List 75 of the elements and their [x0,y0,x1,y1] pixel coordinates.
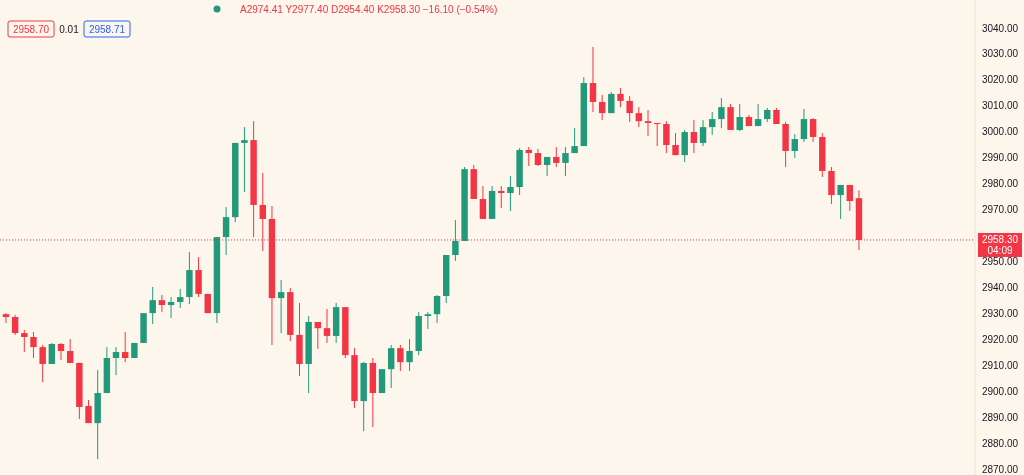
candlestick [718,97,725,129]
annotation: 2958.71 [88,23,126,35]
candlestick [112,346,120,376]
candlestick [314,321,322,350]
ref-line-label: 2958.30 [981,234,1019,246]
annotation: 2958.70 [12,23,50,35]
candlestick [241,126,248,193]
candlestick [222,206,230,256]
candlestick [387,344,395,389]
y-tick-label: 2910.00 [981,359,1019,371]
candlestick [571,127,578,154]
candlestick [846,184,854,212]
y-tick-label: 3020.00 [981,74,1019,86]
candlestick [452,219,459,262]
candlestick [709,111,716,136]
candlestick [177,288,184,309]
y-tick-label: 2950.00 [981,256,1019,267]
candlestick [48,342,56,365]
candlestick [479,185,487,220]
candlestick [507,175,514,212]
candlestick [837,184,844,220]
y-tick-label: 3030.00 [981,48,1019,60]
candlestick [626,95,633,123]
y-tick-label: 2900.00 [981,385,1019,397]
candlestick [424,311,432,330]
y-tick-label: 2940.00 [981,281,1019,293]
candlestick [11,314,19,336]
y-tick-label: 2980.00 [981,178,1019,190]
candlestick [2,312,10,324]
y-tick-label: 2990.00 [981,152,1019,164]
y-tick-label: 3010.00 [981,100,1019,112]
candlestick [791,133,798,159]
candlestick [681,129,688,163]
candlestick [121,331,129,363]
candlestick [690,119,698,154]
text: 04:09 [987,245,1013,257]
candlestick [195,256,202,298]
y-tick-label: 3040.00 [981,22,1019,34]
candlestick [800,108,808,143]
annotation: A2974.41 Y2977.40 D2954.40 K2958.30 −16.10 (−0.54%) [240,3,498,15]
candlestick [617,87,624,108]
candlestick [323,308,331,344]
candlestick [553,146,560,168]
candlestick [167,296,175,319]
candlestick [433,294,441,324]
y-tick-label: 2970.00 [981,204,1019,216]
y-tick-label: 2930.00 [981,307,1019,319]
candlestick [736,103,743,132]
candlestick [663,120,670,154]
y-tick-label: 2880.00 [981,437,1019,449]
candlestick [809,117,817,143]
candlestick [598,94,606,121]
candlestick [562,146,569,177]
candlestick [66,338,74,364]
candlestick [149,286,156,325]
candlestick [727,103,734,131]
candlestick [39,344,46,383]
y-tick-label: 2870.00 [981,463,1019,475]
candlestick [21,329,28,353]
candlestick [397,344,404,372]
y-tick-label: 3000.00 [981,126,1019,138]
y-tick-label: 2920.00 [981,333,1019,345]
candlestick [699,119,707,147]
candlestick [406,338,413,372]
candlestick [498,185,505,209]
candlestick [277,279,285,334]
candlestick [158,294,166,313]
candlestick [57,342,65,361]
candlestick [30,331,37,359]
candlestick [635,106,643,128]
candlestick [589,46,597,113]
candlestick [525,146,532,167]
candlestick [644,109,652,137]
y-tick-label: 2890.00 [981,411,1019,423]
annotation: 0.01 [59,23,80,35]
